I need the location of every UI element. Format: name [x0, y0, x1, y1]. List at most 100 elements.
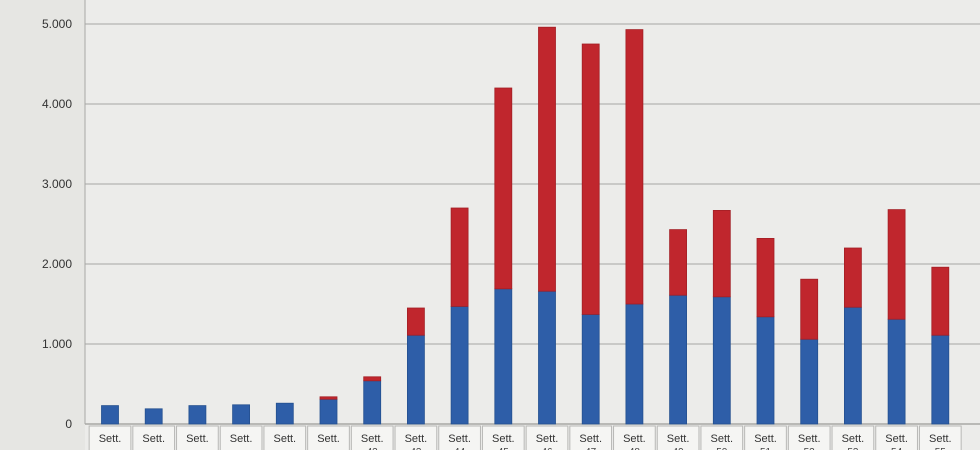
- bar-segment-blue: [538, 290, 556, 425]
- bar-segment-red: [712, 209, 731, 298]
- bar-segment-red: [319, 396, 338, 400]
- bar-segment-blue: [319, 398, 338, 425]
- x-tick-box: [176, 425, 219, 450]
- bar-segment-red: [538, 26, 556, 292]
- bar-segment-blue: [625, 303, 644, 425]
- x-tick-label: Sett.: [142, 433, 165, 445]
- y-tick-label: 5.000: [42, 17, 72, 31]
- x-tick-number: 46: [541, 447, 553, 450]
- x-tick-box: [132, 425, 176, 450]
- x-tick-label: Sett.: [710, 433, 733, 445]
- bar-segment-red: [844, 247, 862, 308]
- bar-segment-blue: [800, 338, 819, 425]
- bar-segment-red: [625, 29, 644, 305]
- x-tick-number: 42: [367, 447, 379, 450]
- x-tick-label: Sett.: [273, 433, 296, 445]
- x-tick-box: [438, 425, 481, 450]
- x-tick-box: [918, 425, 962, 450]
- bar-segment-red: [800, 278, 819, 340]
- y-tick-label: 0: [65, 417, 72, 431]
- bar-segment-red: [887, 209, 906, 320]
- y-tick-label: 4.000: [42, 97, 72, 111]
- bar-segment-red: [581, 43, 600, 315]
- x-tick-box: [263, 425, 307, 450]
- x-tick-label: Sett.: [448, 433, 471, 445]
- bar-segment-blue: [887, 318, 906, 425]
- bar-segment-blue: [581, 313, 600, 425]
- bar-segment-blue: [844, 306, 862, 425]
- x-tick-label: Sett.: [885, 433, 908, 445]
- bar-segment-red: [363, 376, 382, 382]
- x-tick-box: [481, 425, 525, 450]
- bar-segment-red: [756, 237, 775, 318]
- x-tick-label: Sett.: [579, 433, 602, 445]
- x-tick-box: [744, 425, 787, 450]
- x-tick-label: Sett.: [929, 433, 952, 445]
- x-tick-label: Sett.: [361, 433, 384, 445]
- x-tick-number: 53: [847, 447, 859, 450]
- x-tick-label: Sett.: [798, 433, 821, 445]
- bars: [101, 26, 950, 425]
- y-tick-label: 2.000: [42, 257, 72, 271]
- x-tick-label: Sett.: [667, 433, 690, 445]
- x-tick-label: Sett.: [623, 433, 646, 445]
- bar-segment-blue: [363, 380, 382, 425]
- bar-segment-red: [494, 87, 513, 290]
- bar-segment-blue: [188, 405, 207, 425]
- x-tick-number: 45: [498, 447, 510, 450]
- bar-segment-blue: [931, 334, 950, 425]
- bar-segment-red: [669, 229, 687, 296]
- x-tick-number: 49: [673, 447, 685, 450]
- y-tick-label: 1.000: [42, 337, 72, 351]
- x-tick-box: [875, 425, 918, 450]
- x-tick-label: Sett.: [754, 433, 777, 445]
- x-tick-box: [394, 425, 438, 450]
- bar-segment-red: [450, 207, 469, 307]
- x-tick-number: 54: [891, 447, 903, 450]
- x-tick-box: [613, 425, 656, 450]
- x-tick-label: Sett.: [230, 433, 253, 445]
- x-tick-label: Sett.: [492, 433, 515, 445]
- bar-segment-blue: [450, 305, 469, 425]
- x-tick-number: 48: [629, 447, 641, 450]
- x-tick-box: [831, 425, 875, 450]
- x-tick-number: 51: [760, 447, 772, 450]
- bar-segment-blue: [232, 404, 251, 425]
- x-tick-label: Sett.: [536, 433, 559, 445]
- x-tick-number: 43: [410, 447, 422, 450]
- x-tick-number: 47: [585, 447, 597, 450]
- x-tick-box: [350, 425, 394, 450]
- bar-segment-blue: [669, 294, 687, 425]
- x-tick-label: Sett.: [317, 433, 340, 445]
- y-tick-label: 3.000: [42, 177, 72, 191]
- bar-segment-blue: [101, 405, 119, 425]
- plot-background: [85, 0, 980, 450]
- bar-segment-blue: [494, 288, 513, 425]
- x-tick-box: [569, 425, 613, 450]
- x-tick-box: [787, 425, 831, 450]
- bar-segment-blue: [406, 334, 425, 425]
- bar-segment-red: [931, 266, 950, 336]
- x-tick-box: [656, 425, 700, 450]
- x-tick-label: Sett.: [186, 433, 209, 445]
- x-tick-number: 44: [454, 447, 466, 450]
- x-tick-number: 52: [804, 447, 816, 450]
- x-tick-number: 50: [716, 447, 728, 450]
- bar-segment-blue: [275, 402, 294, 425]
- x-tick-label: Sett.: [99, 433, 122, 445]
- x-tick-label: Sett.: [842, 433, 865, 445]
- x-tick-box: [307, 425, 350, 450]
- bar-segment-blue: [712, 296, 731, 425]
- x-tick-box: [219, 425, 263, 450]
- y-tick-labels: 0 1.000 2.000 3.000 4.000 5.000: [42, 17, 72, 431]
- x-tick-labels: Sett. Sett. Sett. Sett. Sett. Sett. Sett. 42 Set…: [88, 425, 962, 450]
- bar-segment-blue: [756, 316, 775, 425]
- x-tick-box: [700, 425, 744, 450]
- x-tick-number: 55: [935, 447, 947, 450]
- bar-segment-blue: [144, 408, 163, 425]
- bar-segment-red: [406, 307, 425, 336]
- x-tick-box: [88, 425, 132, 450]
- x-tick-label: Sett.: [405, 433, 428, 445]
